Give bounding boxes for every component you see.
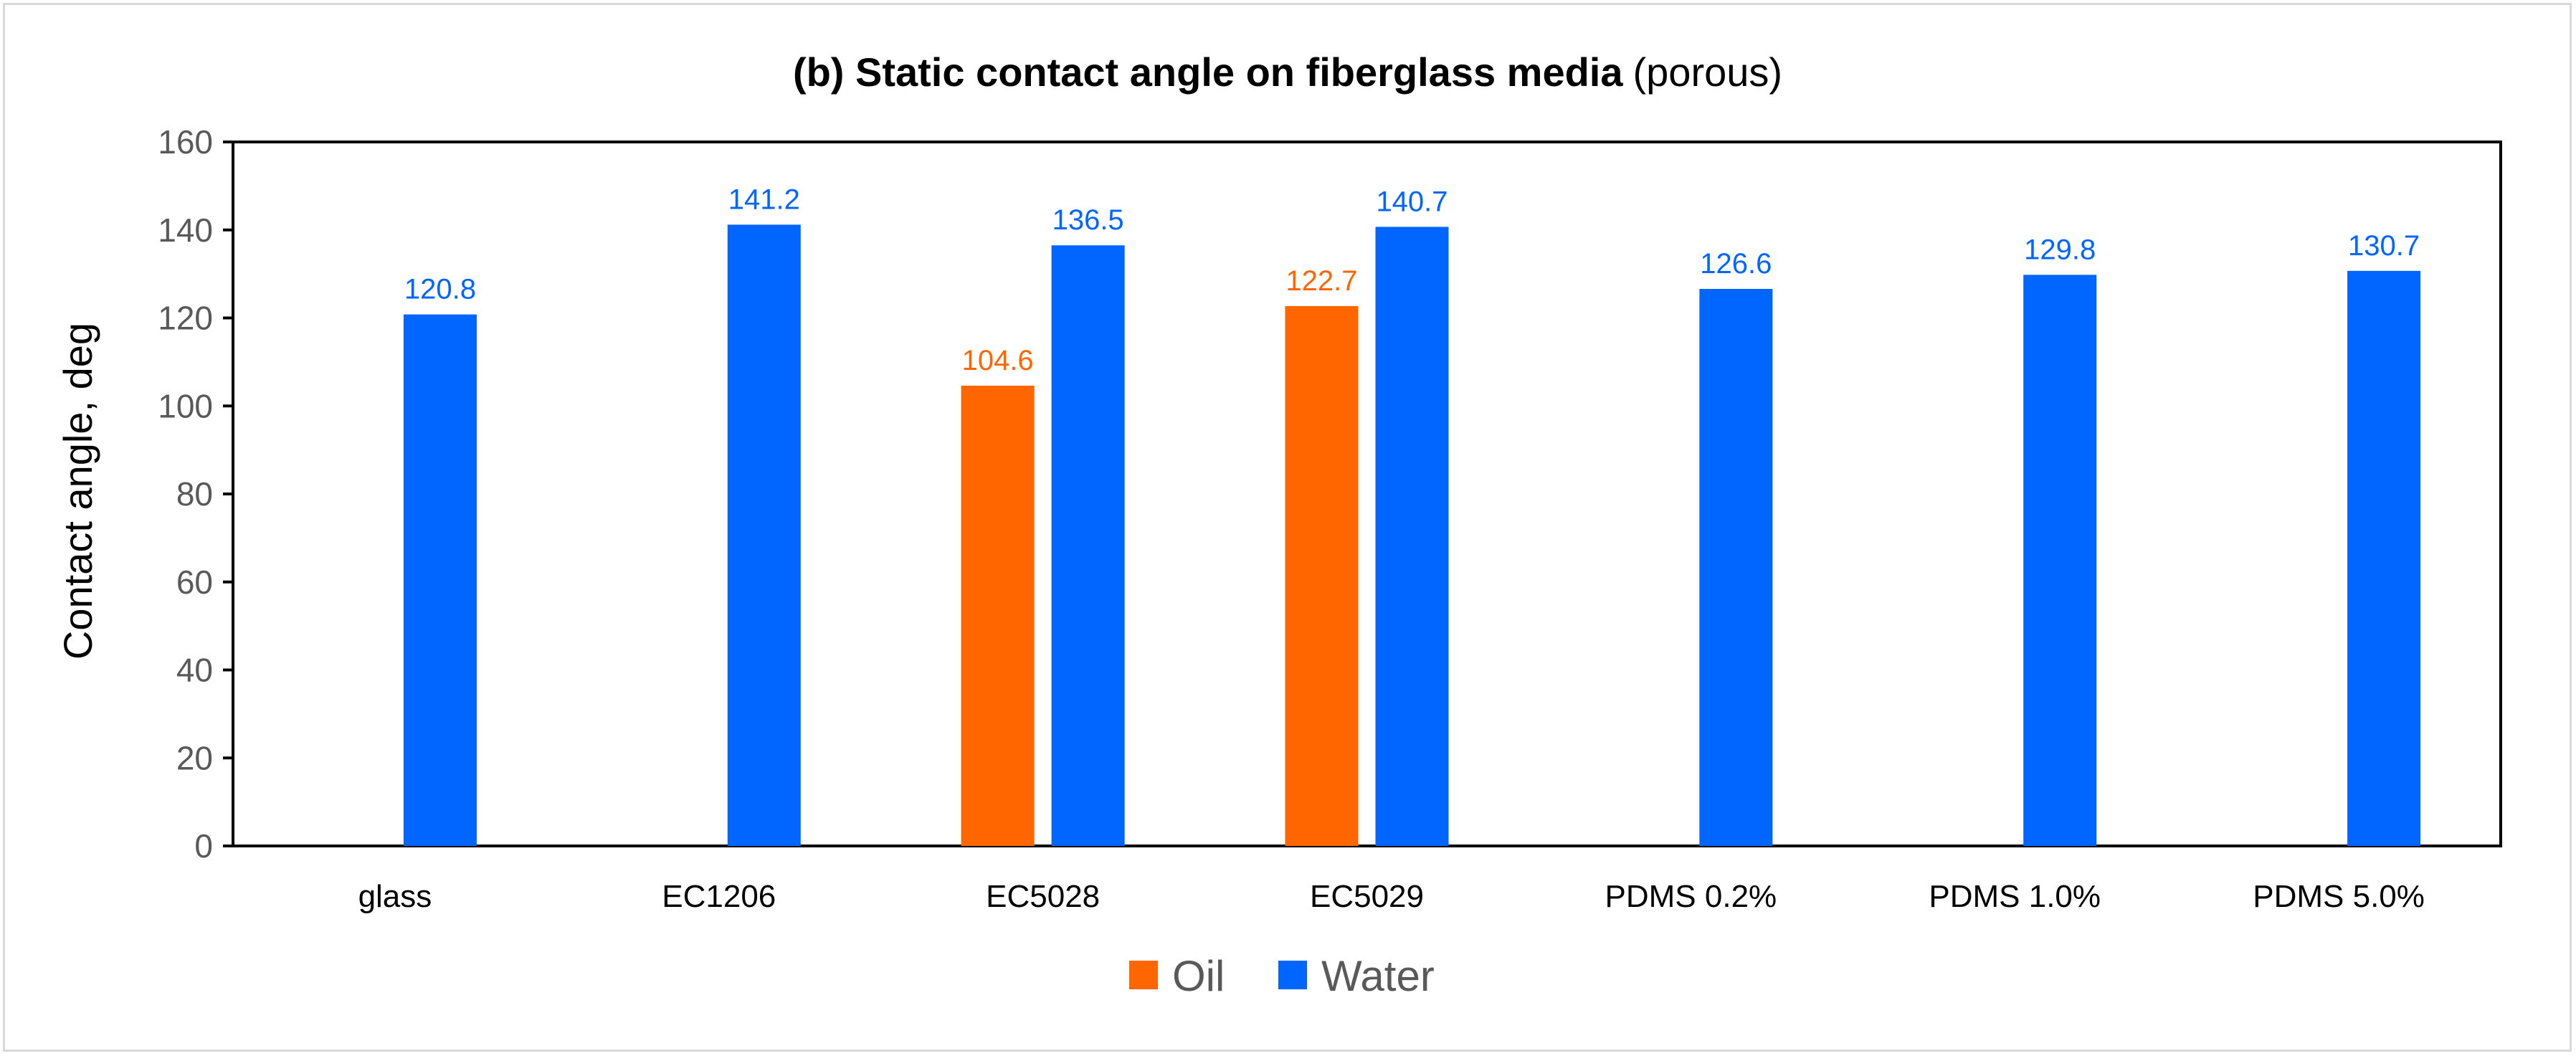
bar-oil — [1285, 305, 1359, 847]
chart-title-bold: (b) Static contact angle on fiberglass m… — [793, 49, 1623, 95]
chart-title: (b) Static contact angle on fiberglass m… — [793, 49, 1782, 95]
data-label-water: 141.2 — [728, 184, 800, 215]
y-tick-label: 60 — [176, 563, 213, 601]
y-tick-label: 0 — [194, 827, 213, 865]
data-label-oil: 104.6 — [962, 345, 1034, 376]
data-label-water: 126.6 — [1700, 248, 1772, 280]
y-axis-label: Contact angle, deg — [55, 323, 100, 660]
data-label-water: 120.8 — [404, 274, 476, 305]
data-label-water: 129.8 — [2024, 234, 2096, 265]
bar-water — [2347, 270, 2421, 846]
bar-water — [727, 224, 801, 846]
legend-swatch-oil — [1129, 961, 1158, 989]
bar-water — [1699, 288, 1773, 846]
legend: Oil Water — [1129, 952, 1435, 1000]
y-tick-label: 120 — [158, 300, 213, 337]
data-label-oil: 122.7 — [1285, 265, 1357, 297]
data-label-water: 136.5 — [1052, 204, 1124, 236]
chart-title-rest: (porous) — [1633, 49, 1783, 95]
bar-water — [2023, 275, 2097, 846]
legend-swatch-water — [1278, 961, 1307, 989]
plot-area: 0 20 40 60 80 100 120 140 160 glass 120.8 EC1206 141… — [158, 123, 2502, 914]
y-tick-label: 140 — [158, 211, 213, 249]
x-tick-label: EC5029 — [1310, 879, 1424, 914]
x-tick-label: EC1206 — [662, 879, 776, 914]
legend-label-oil: Oil — [1172, 952, 1225, 1000]
y-tick-label: 160 — [158, 123, 213, 161]
x-tick-label: PDMS 0.2% — [1605, 879, 1777, 914]
x-tick-label: glass — [358, 879, 432, 914]
y-tick-label: 40 — [176, 652, 213, 689]
y-tick-label: 20 — [176, 739, 213, 776]
legend-label-water: Water — [1321, 952, 1435, 1000]
x-tick-label: PDMS 5.0% — [2253, 879, 2425, 914]
bar-water — [1375, 227, 1449, 846]
data-label-water: 140.7 — [1376, 186, 1448, 217]
y-tick-label: 80 — [176, 475, 213, 513]
x-tick-label: PDMS 1.0% — [1929, 879, 2101, 914]
bar-water — [403, 314, 477, 847]
y-tick-label: 100 — [158, 387, 213, 424]
plot-border — [232, 141, 2502, 847]
bar-water — [1051, 245, 1125, 846]
bar-oil — [961, 386, 1035, 846]
data-label-water: 130.7 — [2348, 230, 2420, 262]
x-tick-label: EC5028 — [986, 879, 1100, 914]
